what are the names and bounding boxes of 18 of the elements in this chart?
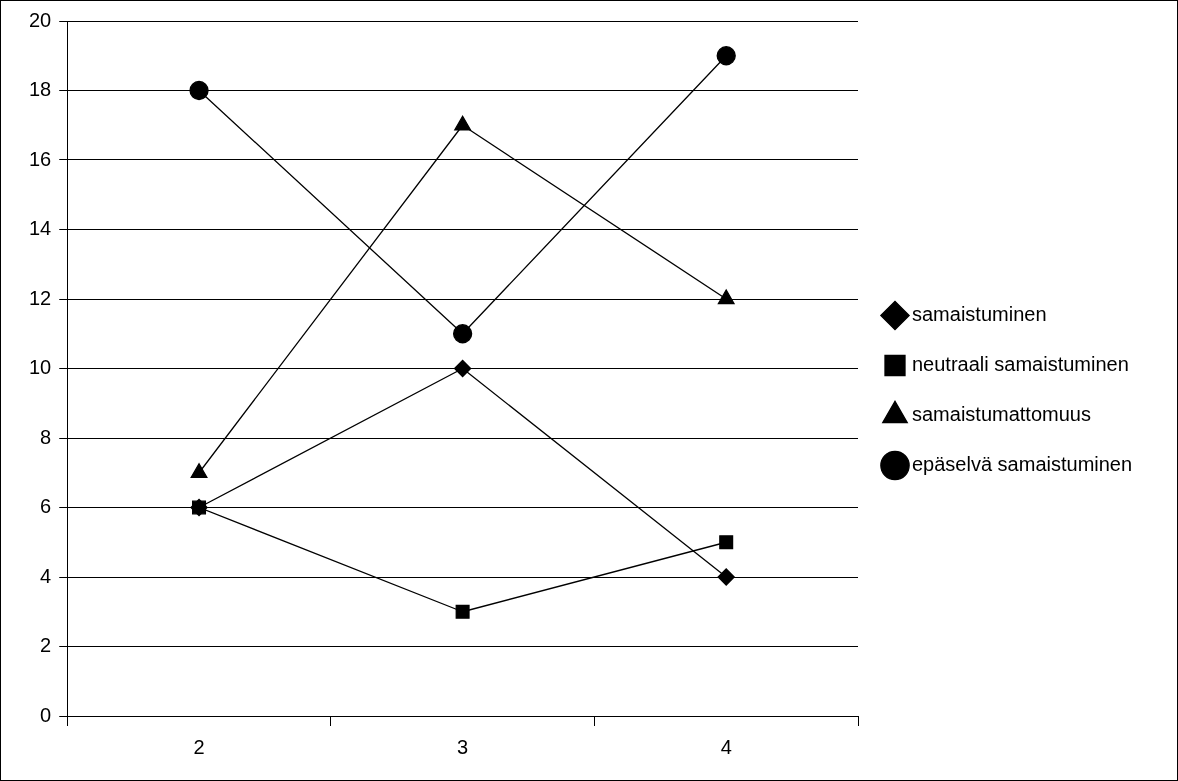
legend-label: neutraali samaistuminen: [912, 353, 1129, 376]
y-tick-label: 2: [40, 634, 52, 657]
x-tick-label: 2: [193, 735, 205, 758]
y-tick-label: 0: [40, 703, 52, 726]
y-tick-label: 12: [29, 286, 52, 309]
x-tick-label: 4: [720, 735, 732, 758]
y-tick-label: 4: [40, 564, 52, 587]
y-tick-label: 8: [40, 425, 52, 448]
y-tick-label: 14: [29, 217, 52, 240]
y-tick-label: 18: [29, 78, 52, 101]
legend-label: epäselvä samaistuminen: [912, 453, 1133, 476]
y-tick-label: 6: [40, 495, 52, 518]
y-tick-label: 20: [29, 8, 52, 31]
x-tick-label: 3: [457, 735, 469, 758]
legend-label: samaistuminen: [912, 303, 1047, 326]
y-tick-label: 16: [29, 147, 52, 170]
legend-label: samaistumattomuus: [912, 403, 1091, 426]
y-tick-label: 10: [29, 356, 52, 379]
